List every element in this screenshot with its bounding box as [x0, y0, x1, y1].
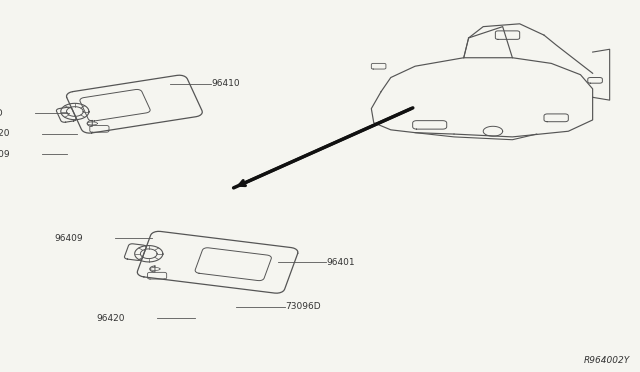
Text: 73096D: 73096D: [0, 109, 3, 118]
Text: 73096D: 73096D: [285, 302, 321, 311]
Text: 96420: 96420: [0, 129, 10, 138]
Text: 96409: 96409: [0, 150, 10, 159]
Text: 96410: 96410: [211, 79, 240, 88]
Text: R964002Y: R964002Y: [584, 356, 630, 365]
Text: 96420: 96420: [96, 314, 125, 323]
Text: 96401: 96401: [326, 258, 355, 267]
Text: 96409: 96409: [54, 234, 83, 243]
